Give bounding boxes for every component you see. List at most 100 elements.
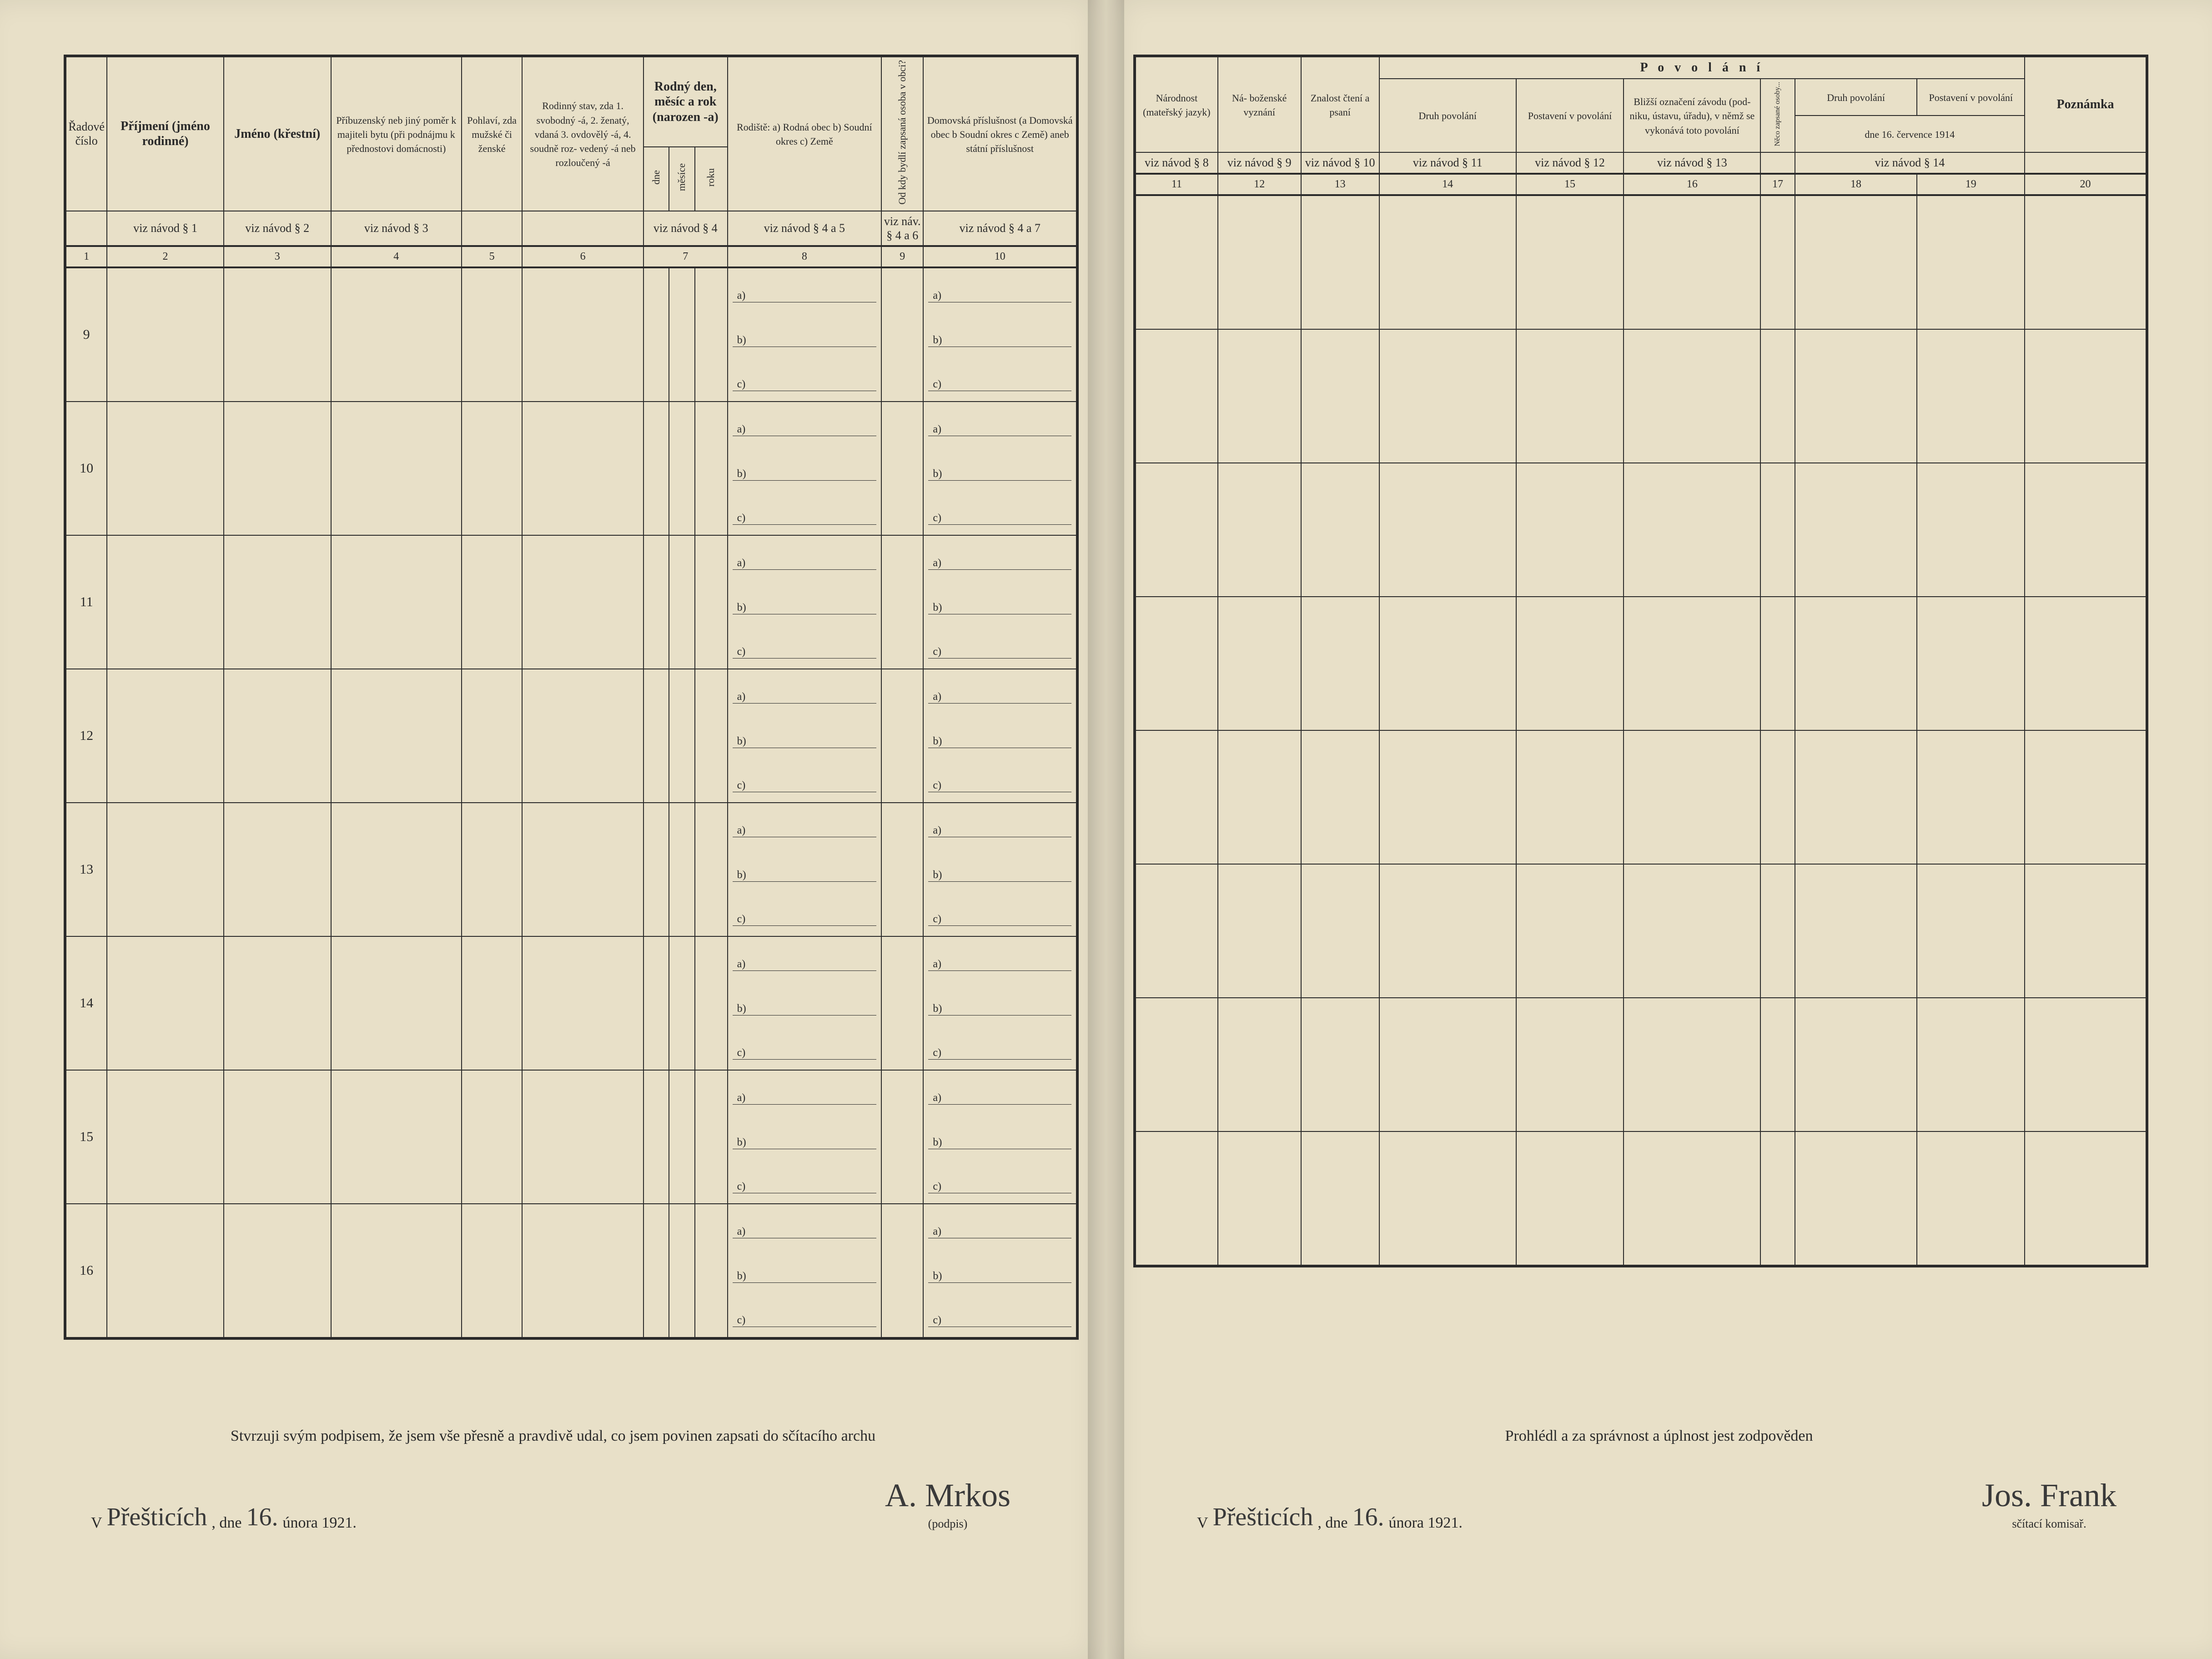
ref-c3: viz návod § 2: [224, 211, 331, 246]
ref-empty6: [522, 211, 643, 246]
empty-cell: [462, 402, 522, 535]
date-subcell: [695, 1204, 728, 1338]
empty-cell: [1624, 329, 1760, 463]
document-spread: Řadové číslo Příjmení (jméno rodinné) Jm…: [0, 0, 2212, 1659]
subline: b): [733, 590, 877, 614]
hdr-c13: Znalost čtení a psaní: [1301, 56, 1379, 152]
ref-c7: viz návod § 4: [643, 211, 728, 246]
since-cell: [881, 936, 923, 1070]
empty-cell: [1760, 998, 1795, 1131]
empty-cell: [1379, 730, 1516, 864]
empty-cell: [224, 402, 331, 535]
since-cell: [881, 1204, 923, 1338]
date-subcell: [669, 267, 694, 402]
subline: b): [928, 858, 1071, 882]
empty-cell: [2025, 864, 2147, 998]
empty-cell: [1516, 730, 1624, 864]
date-subcell: [695, 936, 728, 1070]
since-cell: [881, 402, 923, 535]
colnum-15: 15: [1516, 174, 1624, 195]
empty-cell: [2025, 1131, 2147, 1266]
right-declaration: Prohlédl a za správnost a úplnost jest z…: [1197, 1428, 2121, 1445]
date-subcell: [669, 669, 694, 803]
subline: c): [928, 1303, 1071, 1327]
empty-cell: [462, 669, 522, 803]
empty-cell: [2025, 730, 2147, 864]
empty-cell: [107, 1070, 223, 1204]
empty-cell: [1917, 597, 2025, 730]
subline: b): [928, 1125, 1071, 1149]
empty-cell: [1379, 597, 1516, 730]
empty-cell: [331, 402, 462, 535]
empty-cell: [1760, 195, 1795, 329]
hdr-c2: Příjmení (jméno rodinné): [107, 56, 223, 211]
empty-cell: [224, 936, 331, 1070]
subline: a): [928, 1214, 1071, 1238]
empty-cell: [1917, 864, 2025, 998]
left-declaration: Stvrzuji svým podpisem, že jsem vše přes…: [91, 1428, 1015, 1445]
empty-cell: [1516, 597, 1624, 730]
date-hand-r: 16.: [1347, 1503, 1388, 1532]
empty-cell: [462, 1070, 522, 1204]
table-row: 16a)b)c)a)b)c): [65, 1204, 1077, 1338]
subline: b): [733, 724, 877, 748]
empty-cell: [1795, 998, 1917, 1131]
date-subcell: [669, 936, 694, 1070]
table-row: 14a)b)c)a)b)c): [65, 936, 1077, 1070]
empty-cell: [107, 936, 223, 1070]
hdr-c7a: dne: [643, 147, 669, 211]
date-subcell: [669, 803, 694, 936]
subline: a): [928, 679, 1071, 704]
subline: b): [733, 1259, 877, 1283]
empty-cell: [1516, 463, 1624, 597]
empty-cell: [107, 535, 223, 669]
ref-empty17: [1760, 152, 1795, 173]
right-table: Národnost (mateřský jazyk) Ná- boženské …: [1133, 55, 2148, 1267]
date-subcell: [695, 535, 728, 669]
empty-cell: [1379, 195, 1516, 329]
domicile-cell: a)b)c): [923, 402, 1077, 535]
empty-cell: [1516, 329, 1624, 463]
empty-cell: [107, 669, 223, 803]
empty-cell: [2025, 998, 2147, 1131]
empty-cell: [331, 936, 462, 1070]
empty-cell: [107, 1204, 223, 1338]
hdr-c11: Národnost (mateřský jazyk): [1135, 56, 1218, 152]
table-row: 13a)b)c)a)b)c): [65, 803, 1077, 936]
subline: c): [733, 367, 877, 391]
date-suffix-r: února 1921.: [1388, 1514, 1462, 1532]
date-subcell: [695, 267, 728, 402]
ref-c2: viz návod § 1: [107, 211, 223, 246]
colnum-14: 14: [1379, 174, 1516, 195]
empty-cell: [1917, 195, 2025, 329]
sig-label-l: (podpis): [928, 1517, 968, 1530]
date-hand-l: 16.: [241, 1503, 282, 1532]
empty-cell: [1135, 597, 1218, 730]
ref-c14: viz návod § 11: [1379, 152, 1516, 173]
sig-label-r: sčítací komisař.: [2012, 1517, 2086, 1530]
ref-c12: viz návod § 9: [1218, 152, 1301, 173]
row-number: 12: [65, 669, 107, 803]
subline: b): [928, 590, 1071, 614]
place-prefix-r: V: [1197, 1514, 1208, 1532]
empty-cell: [1760, 730, 1795, 864]
subline: a): [928, 546, 1071, 570]
empty-cell: [1218, 730, 1301, 864]
colnum-13: 13: [1301, 174, 1379, 195]
empty-cell: [1218, 998, 1301, 1131]
empty-cell: [1135, 463, 1218, 597]
subline: a): [928, 278, 1071, 302]
colnum-12: 12: [1218, 174, 1301, 195]
date-subcell: [695, 1070, 728, 1204]
colnum-17: 17: [1760, 174, 1795, 195]
empty-cell: [1218, 329, 1301, 463]
right-page: Národnost (mateřský jazyk) Ná- boženské …: [1106, 0, 2212, 1659]
colnum-16: 16: [1624, 174, 1760, 195]
ref-c8: viz návod § 4 a 5: [728, 211, 882, 246]
subline: a): [928, 412, 1071, 436]
subline: b): [733, 1125, 877, 1149]
domicile-cell: a)b)c): [923, 1070, 1077, 1204]
date-subcell: [669, 1070, 694, 1204]
birthplace-cell: a)b)c): [728, 267, 882, 402]
hdr-c7c: roku: [695, 147, 728, 211]
